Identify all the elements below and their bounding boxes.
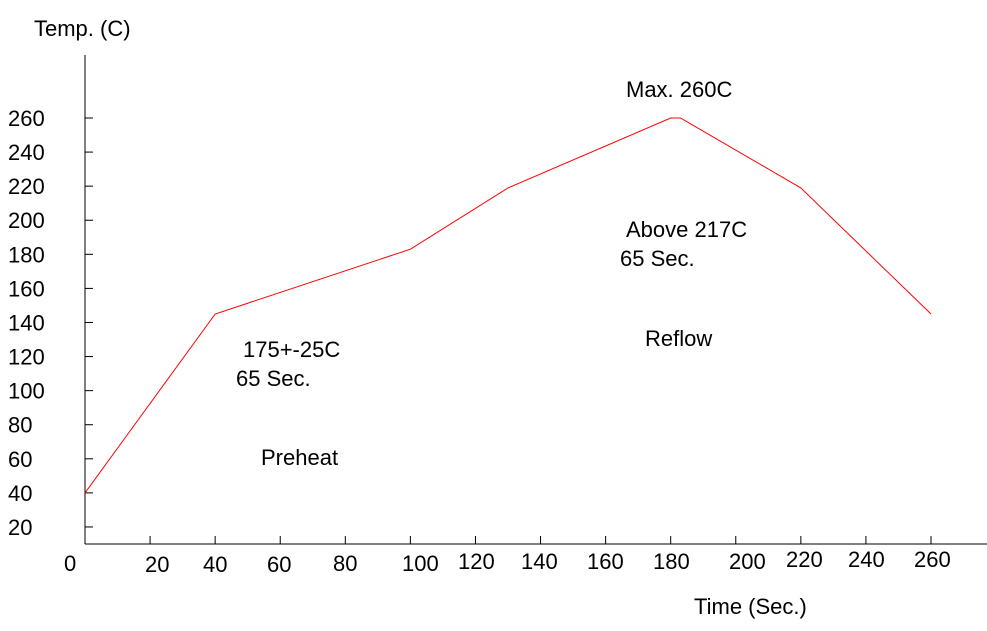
y-axis-title: Temp. (C) bbox=[34, 16, 131, 41]
y-tick-label: 20 bbox=[8, 515, 32, 540]
y-tick-label: 200 bbox=[8, 208, 45, 233]
annotation-preheat: Preheat bbox=[261, 445, 338, 470]
annotation-reflow: Reflow bbox=[645, 326, 712, 351]
x-tick-label: 180 bbox=[653, 549, 690, 574]
y-tick-label: 220 bbox=[8, 174, 45, 199]
temperature-profile-line bbox=[84, 117, 932, 494]
x-tick-label: 100 bbox=[402, 551, 439, 576]
x-tick-label: 40 bbox=[203, 552, 227, 577]
x-tick-label: 220 bbox=[786, 547, 823, 572]
annotation-above-time: 65 Sec. bbox=[620, 246, 695, 271]
y-tick-label: 160 bbox=[8, 276, 45, 301]
y-tick-label: 60 bbox=[8, 447, 32, 472]
y-tick-label: 180 bbox=[8, 242, 45, 267]
y-tick-label: 260 bbox=[8, 106, 45, 131]
y-tick-label: 240 bbox=[8, 140, 45, 165]
annotation-above-temp: Above 217C bbox=[626, 217, 747, 242]
y-axis-ticks: 20 40 60 80 100 120 140 160 180 200 220 240 260 bbox=[8, 106, 93, 540]
annotation-preheat-time: 65 Sec. bbox=[236, 366, 311, 391]
series-group bbox=[84, 117, 932, 494]
x-tick-label: 120 bbox=[458, 549, 495, 574]
y-tick-label: 40 bbox=[8, 481, 32, 506]
x-tick-label: 20 bbox=[145, 552, 169, 577]
x-tick-label: 260 bbox=[914, 547, 951, 572]
y-tick-label: 100 bbox=[8, 379, 45, 404]
x-axis-ticks: 0 20 40 60 80 100 120 140 160 180 200 220 240 260 bbox=[64, 536, 951, 577]
x-tick-label: 60 bbox=[267, 552, 291, 577]
x-tick-label: 200 bbox=[729, 549, 766, 574]
y-tick-label: 120 bbox=[8, 345, 45, 370]
x-tick-label: 80 bbox=[333, 551, 357, 576]
annotation-max-temp: Max. 260C bbox=[626, 77, 732, 102]
x-tick-label: 240 bbox=[848, 547, 885, 572]
annotation-preheat-temp: 175+-25C bbox=[243, 337, 340, 362]
y-tick-label: 140 bbox=[8, 310, 45, 335]
x-tick-label: 160 bbox=[587, 549, 624, 574]
x-tick-label: 140 bbox=[521, 549, 558, 574]
x-axis-title: Time (Sec.) bbox=[694, 594, 807, 619]
y-tick-label: 80 bbox=[8, 413, 32, 438]
x-tick-label: 0 bbox=[64, 551, 76, 576]
